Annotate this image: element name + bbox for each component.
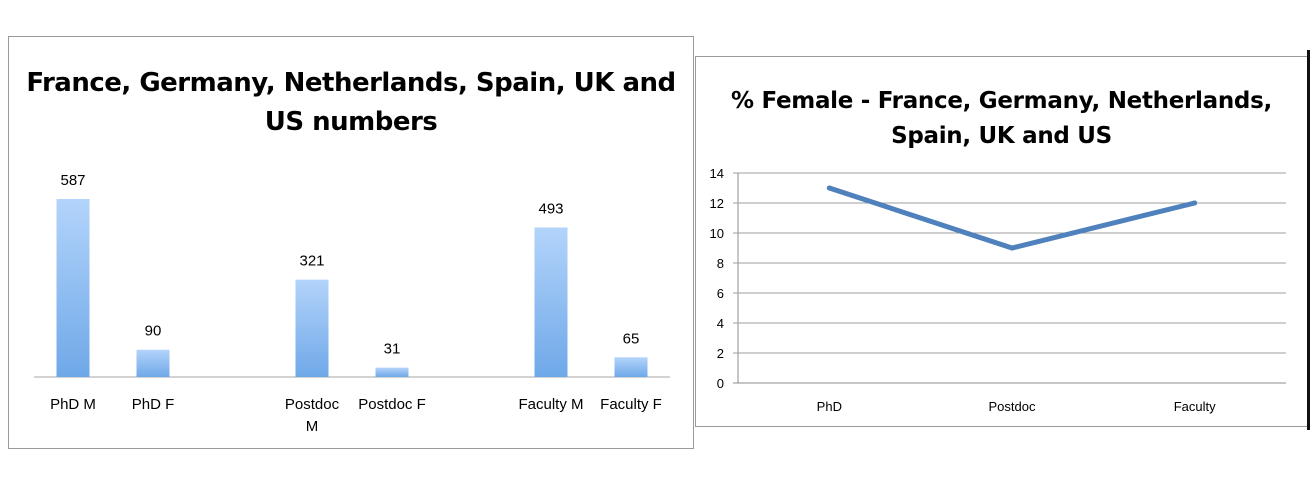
data-point-faculty [1192, 200, 1198, 206]
bar-postdoc-f [375, 367, 409, 377]
category-label-postdoc-f: Postdoc F [358, 396, 426, 413]
y-tick-label-0: 0 [717, 376, 724, 391]
data-point-phd [826, 185, 832, 191]
data-label-postdoc-m: 321 [299, 253, 324, 270]
data-label-postdoc-f: 31 [384, 341, 401, 358]
line-chart-title: % Female - France, Germany, Netherlands,… [731, 88, 1272, 149]
line-chart-plot: 0 2 4 6 8 10 12 14 PhD Postdoc Faculty [710, 166, 1286, 414]
line-chart-panel: % Female - France, Germany, Netherlands,… [695, 56, 1308, 427]
y-tick-label-6: 6 [717, 286, 724, 301]
bar-chart-panel: France, Germany, Netherlands, Spain, UK … [8, 36, 694, 449]
data-point-postdoc [1009, 245, 1015, 251]
bar-postdoc-m [295, 279, 329, 377]
data-label-faculty-m: 493 [538, 201, 563, 218]
category-label-faculty-f: Faculty F [600, 396, 662, 413]
bar-chart-plot: 587 PhD M 90 PhD F 321 Postdoc M 31 Postdoc F 493… [34, 172, 670, 435]
series-line-female-percent [826, 185, 1198, 251]
x-tick-label-faculty: Faculty [1174, 399, 1216, 414]
data-label-phd-m: 587 [60, 172, 85, 189]
bar-faculty-f [614, 357, 648, 377]
y-tick-label-2: 2 [717, 346, 724, 361]
category-label-postdoc-m: Postdoc M [285, 396, 340, 435]
bar-phd-m [56, 199, 90, 377]
bar-chart-title: France, Germany, Netherlands, Spain, UK … [26, 68, 676, 137]
y-tick-label-8: 8 [717, 256, 724, 271]
category-label-faculty-m: Faculty M [518, 396, 583, 413]
bar-faculty-m [534, 227, 568, 377]
y-tick-label-4: 4 [717, 316, 724, 331]
category-label-phd-m: PhD M [50, 396, 96, 413]
category-label-phd-f: PhD F [132, 396, 175, 413]
page-edge-divider [1307, 50, 1310, 430]
bar-phd-f [136, 349, 170, 377]
y-tick-label-12: 12 [710, 196, 724, 211]
y-tick-label-14: 14 [710, 166, 724, 181]
x-tick-label-phd: PhD [817, 399, 842, 414]
y-tick-label-10: 10 [710, 226, 724, 241]
data-label-phd-f: 90 [145, 323, 162, 340]
data-label-faculty-f: 65 [623, 330, 640, 347]
x-tick-label-postdoc: Postdoc [989, 399, 1036, 414]
